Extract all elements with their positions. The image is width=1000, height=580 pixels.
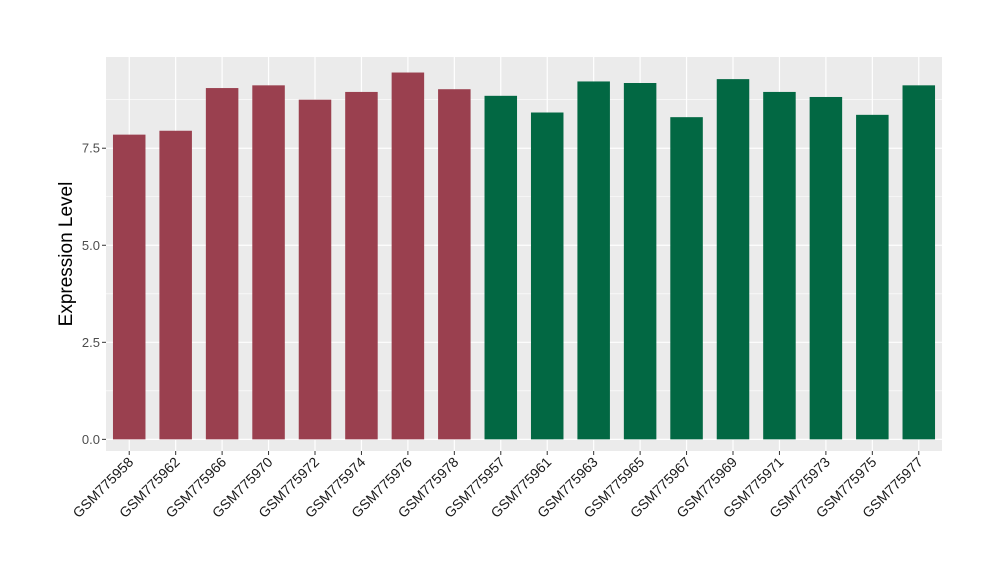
bar-GSM775963 <box>577 81 610 440</box>
x-axis: GSM775958GSM775962GSM775966GSM775970GSM7… <box>69 451 926 521</box>
bar-GSM775974 <box>345 91 378 440</box>
bar-GSM775973 <box>809 96 843 440</box>
bar-GSM775962 <box>159 130 192 440</box>
bar-GSM775966 <box>205 88 239 440</box>
bar-GSM775961 <box>530 112 564 440</box>
bar-GSM775967 <box>670 117 703 440</box>
y-axis-title: Expression Level <box>56 182 77 327</box>
bar-GSM775976 <box>391 72 425 440</box>
bars <box>112 72 936 440</box>
bar-GSM775970 <box>252 85 285 440</box>
bar-GSM775977 <box>902 85 936 440</box>
bar-GSM775972 <box>298 99 332 440</box>
plot-panel <box>106 57 942 451</box>
bar-GSM775978 <box>438 89 471 440</box>
bar-GSM775969 <box>716 79 750 440</box>
y-tick-label: 2.5 <box>82 335 100 350</box>
bar-GSM775975 <box>856 114 889 440</box>
y-tick-label: 5.0 <box>82 238 100 253</box>
bar-GSM775971 <box>763 91 796 440</box>
y-tick-label: 0.0 <box>82 432 100 447</box>
bar-GSM775958 <box>112 134 146 440</box>
bar-GSM775965 <box>623 83 657 440</box>
y-axis: 0.0 2.5 5.0 7.5 <box>82 141 106 447</box>
bar-GSM775957 <box>484 95 518 440</box>
y-tick-label: 7.5 <box>82 141 100 156</box>
